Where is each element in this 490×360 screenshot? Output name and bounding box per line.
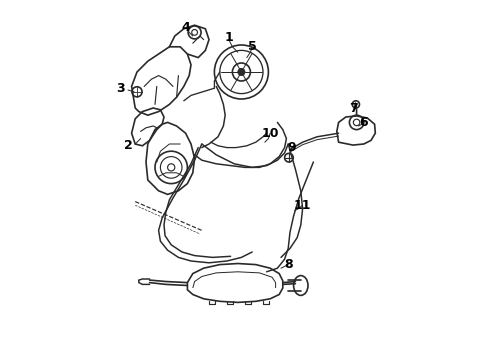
- Text: 1: 1: [224, 31, 233, 44]
- Circle shape: [238, 68, 245, 76]
- Text: 10: 10: [262, 127, 279, 140]
- Text: 3: 3: [117, 82, 125, 95]
- Text: 5: 5: [248, 40, 257, 53]
- Text: 7: 7: [348, 102, 357, 114]
- Text: 6: 6: [360, 116, 368, 129]
- Text: 4: 4: [181, 21, 190, 33]
- Text: 2: 2: [123, 139, 132, 152]
- Text: 11: 11: [294, 199, 311, 212]
- Text: 8: 8: [284, 258, 293, 271]
- Text: 9: 9: [288, 141, 296, 154]
